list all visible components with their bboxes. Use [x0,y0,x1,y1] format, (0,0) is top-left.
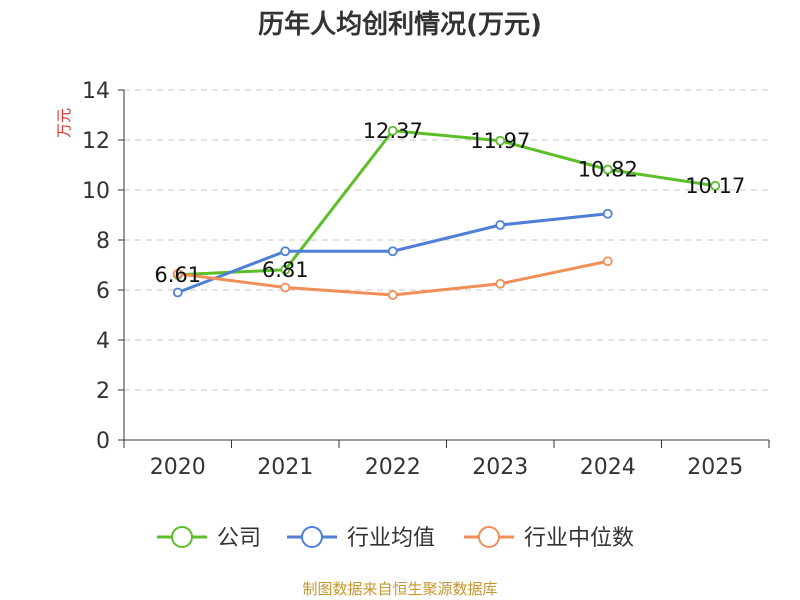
data-point[interactable] [280,282,291,293]
y-tick-label: 2 [96,379,110,404]
y-tick-label: 6 [96,279,110,304]
y-tick-label: 0 [96,429,110,454]
data-point[interactable] [602,256,613,267]
data-point[interactable] [602,208,613,219]
legend-label[interactable]: 行业中位数 [524,526,634,551]
data-point[interactable] [387,290,398,300]
data-label: 6.81 [262,258,309,282]
y-tick-label: 4 [96,329,110,354]
x-tick-label: 2025 [687,455,743,480]
data-point[interactable] [387,246,398,257]
x-tick-label: 2020 [150,455,206,480]
data-point[interactable] [710,180,721,191]
data-point[interactable] [172,287,183,298]
data-labels: 6.61 6.81 12.37 11.97 10.82 10.17 [154,119,745,287]
x-tick-label: 2021 [257,455,313,480]
data-point[interactable] [387,125,398,136]
x-tick-label: 2022 [365,455,421,480]
y-tick-label: 14 [82,79,110,104]
data-label: 11.97 [470,129,530,153]
y-tick-label: 8 [96,229,110,254]
y-axis-label: 万元 [55,108,73,138]
source-note: 制图数据来自恒生聚源数据库 [302,580,497,598]
data-point[interactable] [602,164,613,175]
data-point[interactable] [280,246,291,257]
series [172,125,721,300]
data-label: 10.82 [578,158,638,182]
x-tick-label: 2023 [472,455,528,480]
data-label: 10.17 [685,174,745,198]
series-line-0 [177,129,716,277]
data-point[interactable] [280,264,291,275]
legend-marker[interactable] [478,526,500,548]
legend-marker[interactable] [171,526,193,548]
chart-title: 历年人均创利情况(万元) [258,9,542,40]
data-label: 6.61 [154,263,201,287]
legend-label[interactable]: 公司 [217,526,261,551]
data-point[interactable] [172,268,183,279]
axes: 0 2 4 6 8 10 12 14 2020 2021 2022 2023 2024 2025 [82,79,770,480]
legend-marker[interactable] [301,526,323,548]
x-tick-label: 2024 [580,455,636,480]
y-tick-label: 10 [82,179,110,204]
legend-label[interactable]: 行业均值 [347,526,435,551]
data-point[interactable] [495,135,506,146]
y-tick-label: 12 [82,129,110,154]
data-point[interactable] [495,220,506,230]
data-point[interactable] [495,278,506,289]
data-label: 12.37 [363,119,423,143]
legend: 公司 行业均值 行业中位数 [157,526,634,551]
